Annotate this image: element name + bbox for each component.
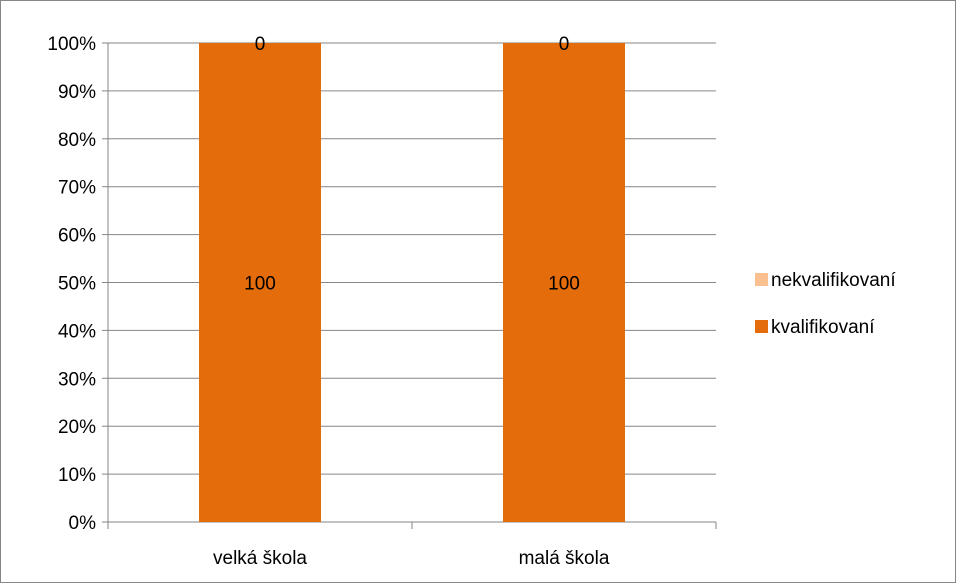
y-tick-label: 80% <box>58 130 96 151</box>
bars <box>199 43 625 522</box>
legend-label: kvalifikovaní <box>771 317 875 338</box>
y-tick-label: 60% <box>58 226 96 247</box>
y-tick-label: 100% <box>47 34 96 55</box>
data-labels: 100 0 100 0 <box>244 34 580 295</box>
x-axis: velká škola malá škola <box>107 521 717 569</box>
y-tick-label: 10% <box>58 465 96 486</box>
bar-segment-kvalifikovaní <box>503 43 625 522</box>
y-tick-label: 90% <box>58 82 96 103</box>
data-label: 100 <box>548 274 580 295</box>
x-tick-label: velká škola <box>213 548 307 569</box>
legend-swatch <box>755 320 768 333</box>
y-tick-label: 70% <box>58 178 96 199</box>
data-label: 0 <box>559 34 570 55</box>
legend: nekvalifikovaní kvalifikovaní <box>755 270 896 338</box>
legend-swatch <box>755 273 768 286</box>
y-tick-label: 20% <box>58 417 96 438</box>
y-tick-label: 0% <box>69 513 97 534</box>
legend-label: nekvalifikovaní <box>771 270 896 291</box>
bar-segment-kvalifikovaní <box>199 43 321 522</box>
data-label: 100 <box>244 274 276 295</box>
data-label: 0 <box>255 34 266 55</box>
y-axis: 0% 10% 20% 30% 40% 50% 60% 70% 80% 90% 100% <box>47 34 109 534</box>
x-tick-label: malá škola <box>519 548 610 569</box>
y-tick-label: 40% <box>58 321 96 342</box>
y-tick-label: 30% <box>58 369 96 390</box>
y-tick-label: 50% <box>58 274 96 295</box>
